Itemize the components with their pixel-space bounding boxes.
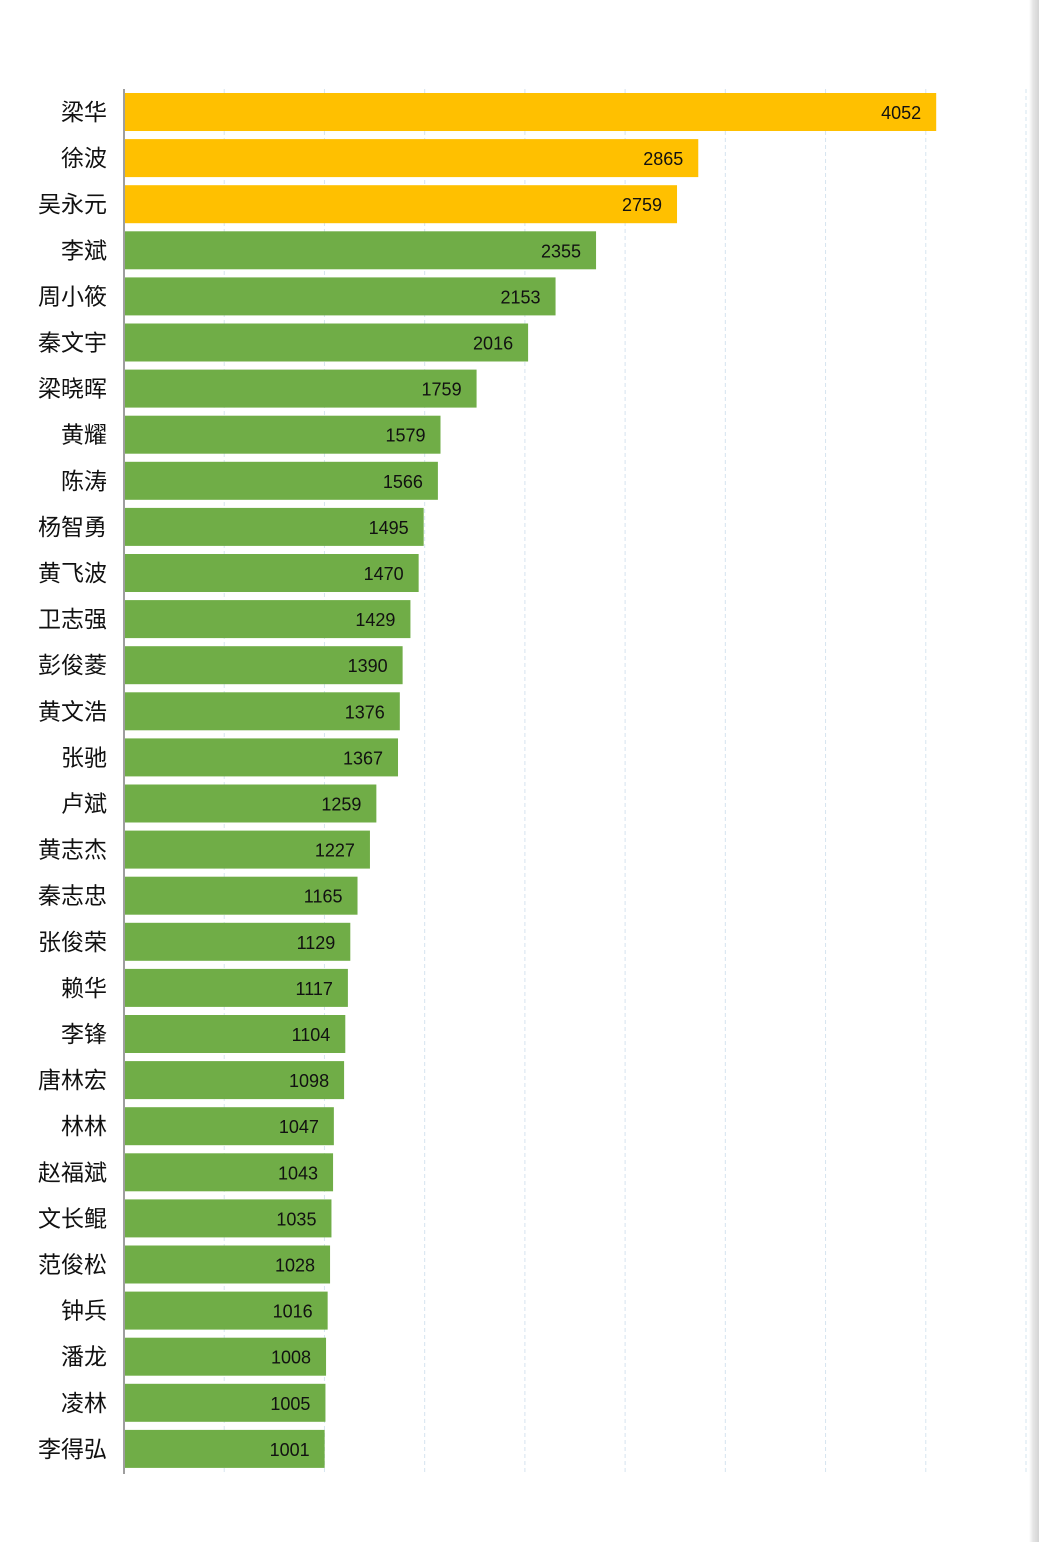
page-edge-shadow [1029,0,1039,1542]
value-label: 1047 [279,1117,319,1137]
value-label: 1470 [364,564,404,584]
value-label: 2759 [622,195,662,215]
bar [125,139,698,177]
category-label: 范俊松 [38,1253,107,1279]
value-label: 1129 [297,933,336,953]
value-label: 1566 [383,472,423,492]
value-label: 2153 [501,287,541,307]
value-label: 2355 [541,241,581,261]
value-label: 1579 [385,426,425,446]
category-label: 黄志杰 [38,838,107,864]
bar [125,231,596,269]
category-label: 李锋 [61,1022,107,1048]
bar [125,185,677,223]
value-label: 1005 [270,1394,310,1414]
value-label: 1390 [348,656,388,676]
category-label: 彭俊菱 [38,653,107,679]
category-label: 李得弘 [38,1437,107,1463]
value-label: 1104 [292,1025,331,1045]
category-label: 秦文宇 [38,331,107,357]
bar [125,277,556,315]
category-label: 黄飞波 [38,561,107,587]
category-label: 黄耀 [61,423,107,449]
value-label: 1008 [271,1348,311,1368]
value-label: 1495 [369,518,409,538]
category-label: 梁华 [61,100,107,126]
category-label: 徐波 [61,146,107,172]
value-label: 1227 [315,841,355,861]
value-label: 1117 [296,979,333,999]
category-label: 唐林宏 [38,1068,107,1094]
category-label: 凌林 [61,1391,107,1417]
bar [125,93,936,131]
category-label: 卢斌 [61,792,107,818]
category-label: 钟兵 [61,1299,107,1325]
value-label: 2865 [643,149,683,169]
value-label: 1043 [278,1163,318,1183]
value-label: 1098 [289,1071,329,1091]
category-label: 文长鲲 [38,1206,107,1232]
category-label: 林林 [61,1114,107,1140]
category-labels: 梁华徐波吴永元李斌周小筱秦文宇梁晓晖黄耀陈涛杨智勇黄飞波卫志强彭俊菱黄文浩张驰卢… [38,100,107,1463]
value-label: 1016 [273,1302,313,1322]
category-label: 黄文浩 [38,699,107,725]
category-label: 陈涛 [61,469,107,495]
value-label: 1376 [345,702,385,722]
category-label: 卫志强 [38,607,107,633]
value-label: 4052 [881,103,921,123]
category-label: 赖华 [61,976,107,1002]
value-label: 1429 [355,610,395,630]
bar [125,324,528,362]
value-label: 1165 [304,887,343,907]
category-label: 秦志忠 [38,884,107,910]
value-label: 1367 [343,748,383,768]
value-label: 1259 [321,795,361,815]
value-label: 1028 [275,1256,315,1276]
value-label: 1759 [422,380,462,400]
category-label: 吴永元 [38,192,107,218]
category-label: 杨智勇 [38,515,107,541]
category-label: 潘龙 [61,1345,107,1371]
value-label: 1001 [270,1440,310,1460]
category-label: 张俊荣 [38,930,107,956]
category-label: 赵福斌 [38,1160,107,1186]
category-label: 周小筱 [38,284,107,310]
value-label: 1035 [276,1209,316,1229]
category-label: 李斌 [61,238,107,264]
category-label: 张驰 [61,745,107,771]
category-label: 梁晓晖 [38,377,107,403]
value-label: 2016 [473,334,513,354]
